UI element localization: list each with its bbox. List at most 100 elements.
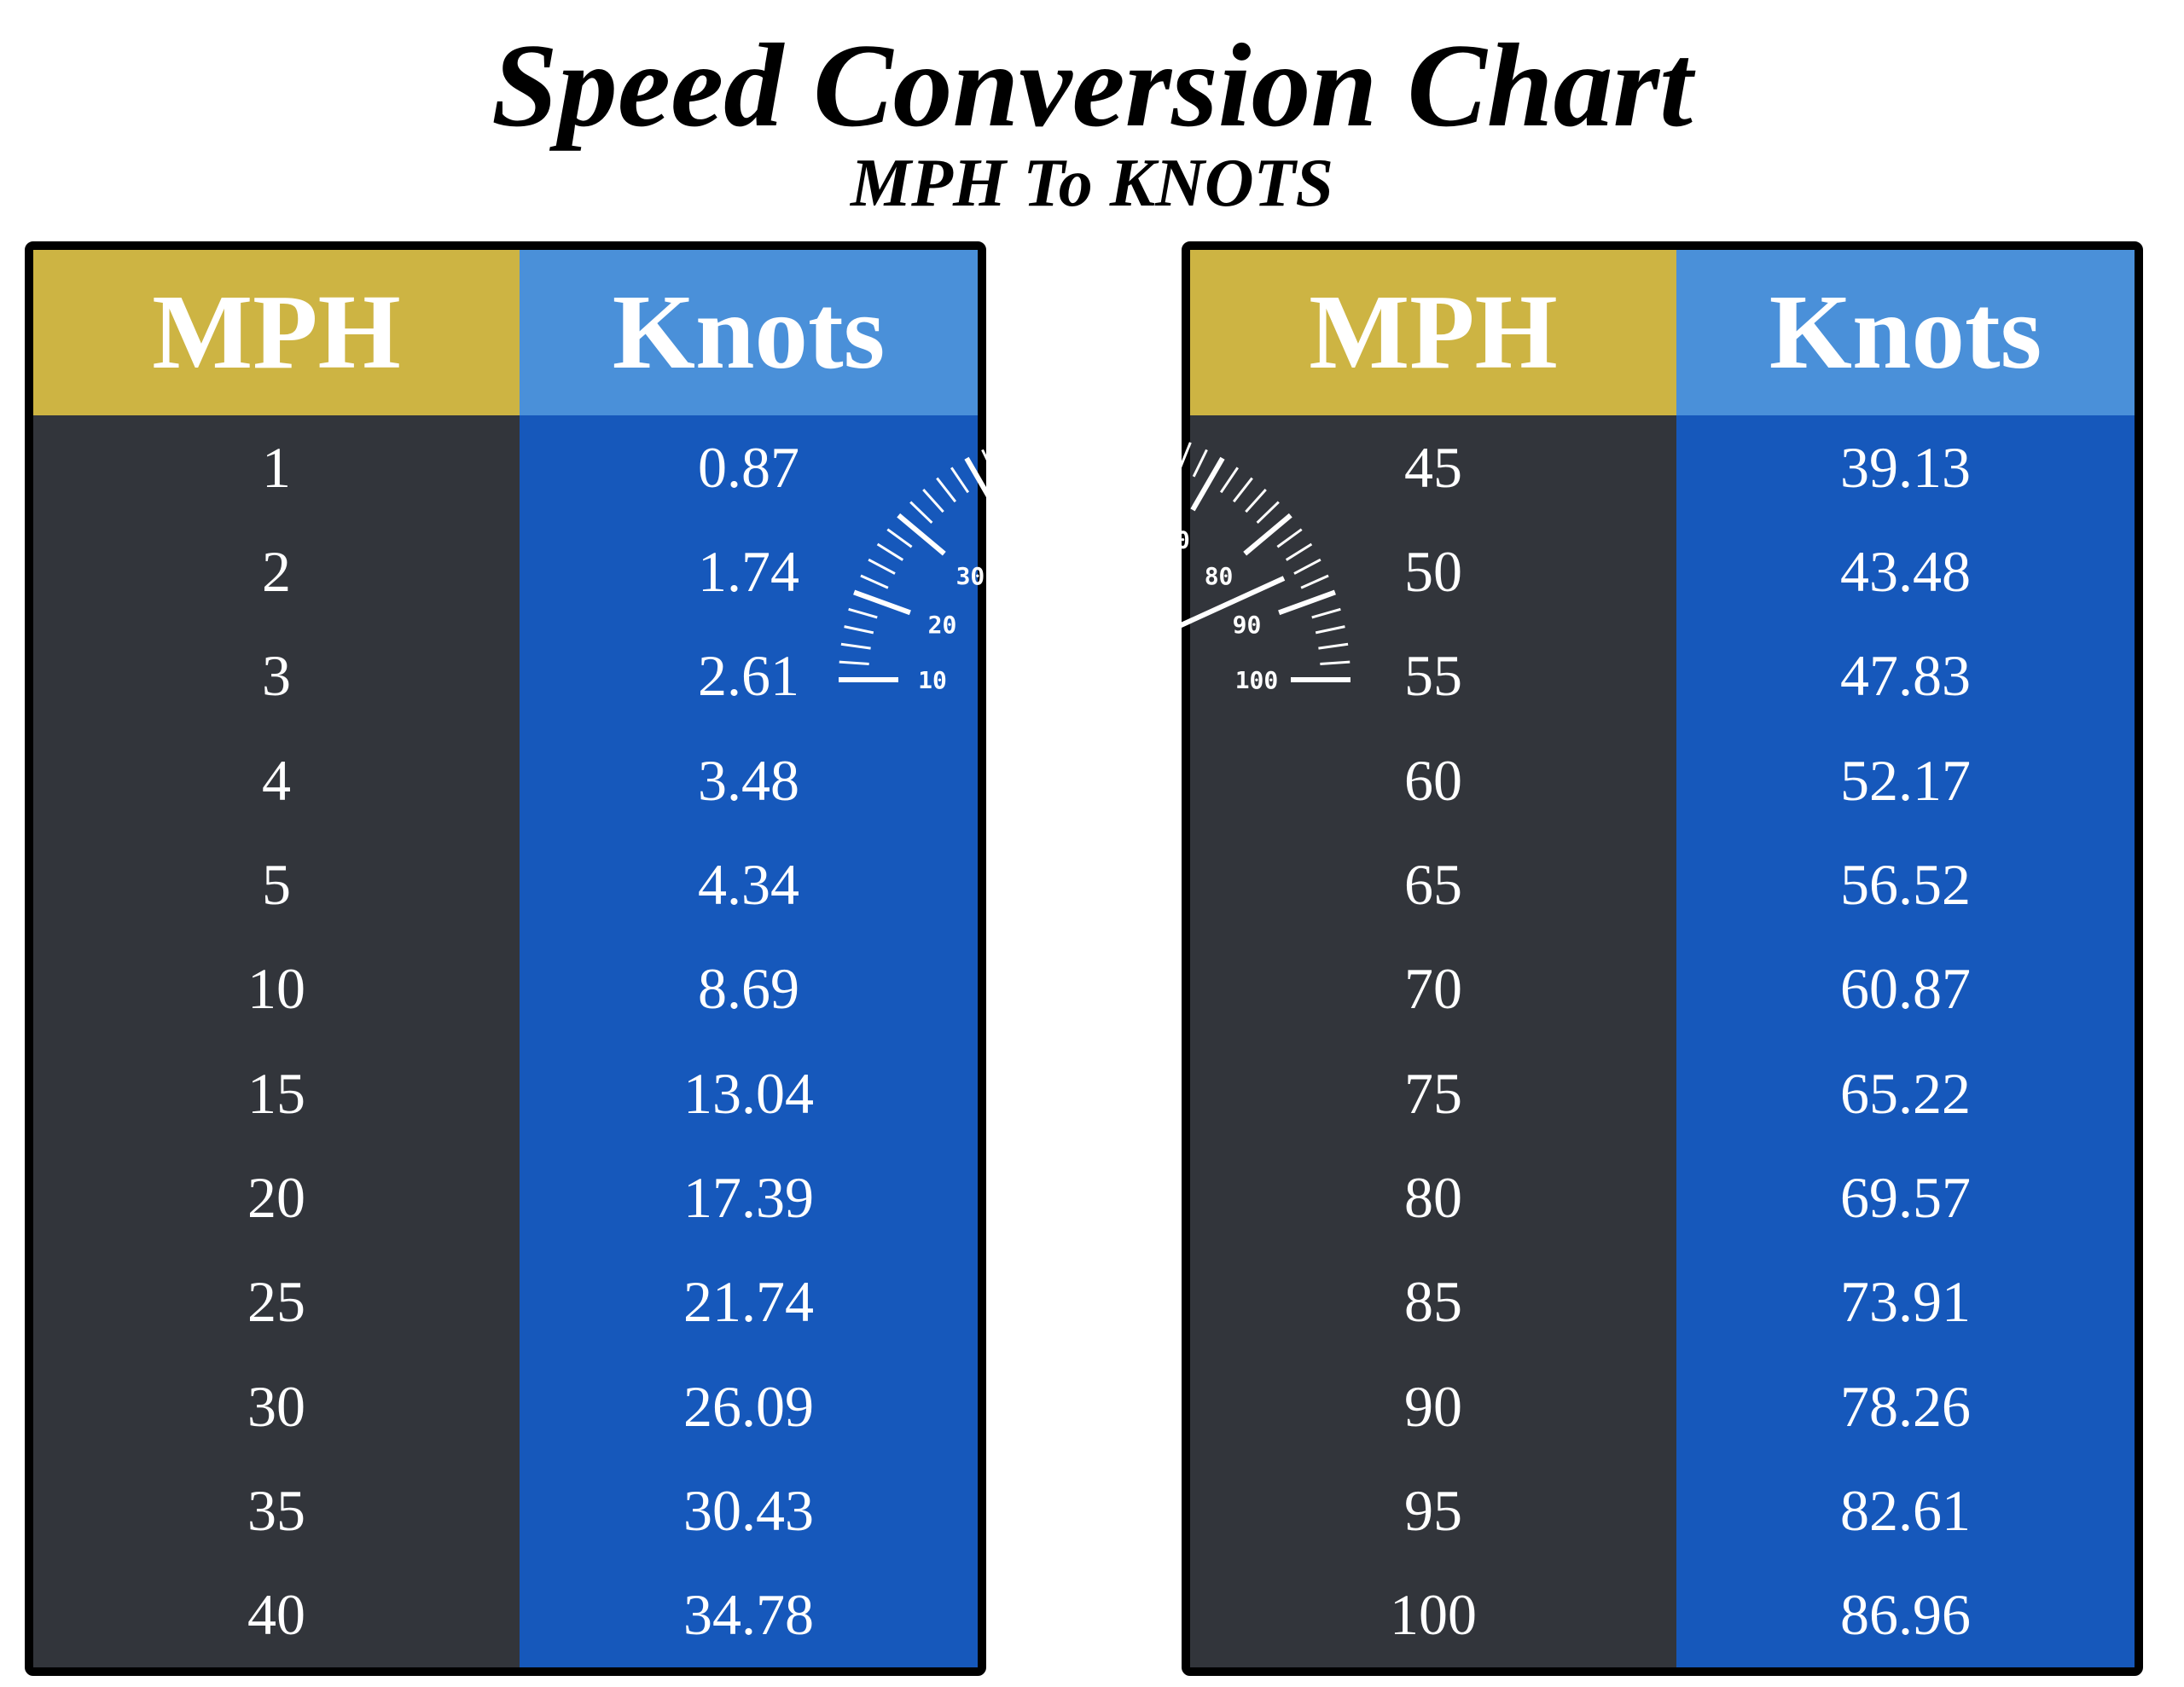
header-cell: MPH xyxy=(1190,250,1676,415)
gauge-tick xyxy=(1031,431,1042,461)
gauge-tick xyxy=(848,607,878,619)
gauge-label: 100 xyxy=(1235,666,1279,694)
column: Knots 39.13 43.48 47.83 52.17 56.52 60.87 65.22… xyxy=(1676,250,2135,1667)
gauge-tick xyxy=(897,513,946,556)
gauge-tick xyxy=(1163,436,1176,466)
gauge-tick xyxy=(844,625,874,635)
gauge-label: 20 xyxy=(928,611,957,639)
cell: 86.96 xyxy=(1840,1582,1971,1648)
gauge-tick xyxy=(1066,425,1072,455)
cell: 3 xyxy=(262,643,291,709)
gauge-label: 40 xyxy=(999,525,1028,554)
cell: 35 xyxy=(247,1477,305,1543)
cell: 43.48 xyxy=(1840,538,1971,604)
cell: 56.52 xyxy=(1840,851,1971,917)
table: MPH 1 2 3 4 5 10 15 20 25 30 35 40 Knots 0.87 1.74 2.61 3… xyxy=(25,241,986,1676)
gauge-tick xyxy=(1014,436,1026,466)
cell: 1 xyxy=(262,434,291,500)
gauge-tick xyxy=(950,467,970,494)
cell: 60 xyxy=(1404,747,1462,813)
cell: 30.43 xyxy=(683,1477,814,1543)
header-cell: Knots xyxy=(520,250,978,415)
cell: 73.91 xyxy=(1840,1269,1971,1335)
gauge-tick xyxy=(886,528,913,548)
cell: 55 xyxy=(1404,643,1462,709)
gauge-tick xyxy=(1256,501,1280,524)
gauge-label: 70 xyxy=(1161,525,1190,554)
gauge-tick xyxy=(1311,607,1341,619)
cell: 17.39 xyxy=(683,1164,814,1230)
gauge-tick xyxy=(1125,427,1142,488)
gauge-label: 30 xyxy=(956,562,985,590)
gauge-tick xyxy=(1147,431,1159,461)
cell: 26.09 xyxy=(683,1373,814,1439)
cell: 85 xyxy=(1404,1269,1462,1335)
cell: 5 xyxy=(262,851,291,917)
gauge-tick xyxy=(909,501,933,524)
gauge-tick xyxy=(981,449,997,478)
cell: 25 xyxy=(247,1269,305,1335)
gauge-tick xyxy=(997,442,1012,471)
gauge-label: 80 xyxy=(1205,562,1234,590)
column: Knots 0.87 1.74 2.61 3.48 4.34 8.69 13.04 17.39 2… xyxy=(520,250,978,1667)
gauge-tick xyxy=(840,642,871,650)
cell: 4.34 xyxy=(698,851,799,917)
column: MPH 45 50 55 60 65 70 75 80 85 90 95 100 xyxy=(1190,250,1676,1667)
cell: 2.61 xyxy=(698,643,799,709)
gauge-tick xyxy=(1278,589,1336,616)
cell: 3.48 xyxy=(698,747,799,813)
cell: 78.26 xyxy=(1840,1373,1971,1439)
gauge-tick xyxy=(1285,542,1313,561)
gauge-tick xyxy=(1177,442,1192,471)
gauge-tick xyxy=(1101,424,1105,455)
cell: 1.74 xyxy=(698,538,799,604)
gauge-tick xyxy=(868,558,896,575)
cell: 65.22 xyxy=(1840,1060,1971,1126)
cell: 100 xyxy=(1390,1582,1477,1648)
cell: 75 xyxy=(1404,1060,1462,1126)
gauge-tick xyxy=(1276,528,1303,548)
cell: 20 xyxy=(247,1164,305,1230)
column: MPH 1 2 3 4 5 10 15 20 25 30 35 40 xyxy=(33,250,520,1667)
gauge-tick xyxy=(1190,456,1225,512)
gauge-tick xyxy=(1192,449,1208,478)
cell: 69.57 xyxy=(1840,1164,1971,1230)
gauge-tick xyxy=(860,574,889,589)
cell: 4 xyxy=(262,747,291,813)
cell: 65 xyxy=(1404,851,1462,917)
cell: 45 xyxy=(1404,434,1462,500)
gauge-tick xyxy=(964,456,999,512)
gauge-tick xyxy=(876,542,904,561)
gauge-tick xyxy=(1117,425,1123,455)
cell: 82.61 xyxy=(1840,1477,1971,1543)
gauge-tick xyxy=(839,660,869,666)
cell: 47.83 xyxy=(1840,643,1971,709)
gauge-tick xyxy=(922,489,944,513)
cell: 50 xyxy=(1404,538,1462,604)
gauge-tick xyxy=(1315,625,1345,635)
cell: 39.13 xyxy=(1840,434,1971,500)
gauge-tick xyxy=(1047,427,1064,488)
cell: 13.04 xyxy=(683,1060,814,1126)
table: MPH 45 50 55 60 65 70 75 80 85 90 95 100 Knots 39.13 43… xyxy=(1182,241,2143,1676)
cell: 52.17 xyxy=(1840,747,1971,813)
cell: 34.78 xyxy=(683,1582,814,1648)
gauge-tick xyxy=(1300,574,1329,589)
gauge-tick xyxy=(936,477,957,503)
cell: 95 xyxy=(1404,1477,1462,1543)
gauge-label: 10 xyxy=(918,666,947,694)
gauge-tick xyxy=(1318,642,1349,650)
cell: 2 xyxy=(262,538,291,604)
cell: 30 xyxy=(247,1373,305,1439)
gauge-tick xyxy=(1219,467,1240,494)
gauge-tick xyxy=(1245,489,1267,513)
header-cell: MPH xyxy=(33,250,520,415)
cell: 60.87 xyxy=(1840,956,1971,1022)
gauge-label: 90 xyxy=(1233,611,1262,639)
cell: 15 xyxy=(247,1060,305,1126)
header-cell: Knots xyxy=(1676,250,2135,415)
cell: 10 xyxy=(247,956,305,1022)
gauge-tick xyxy=(853,589,911,616)
